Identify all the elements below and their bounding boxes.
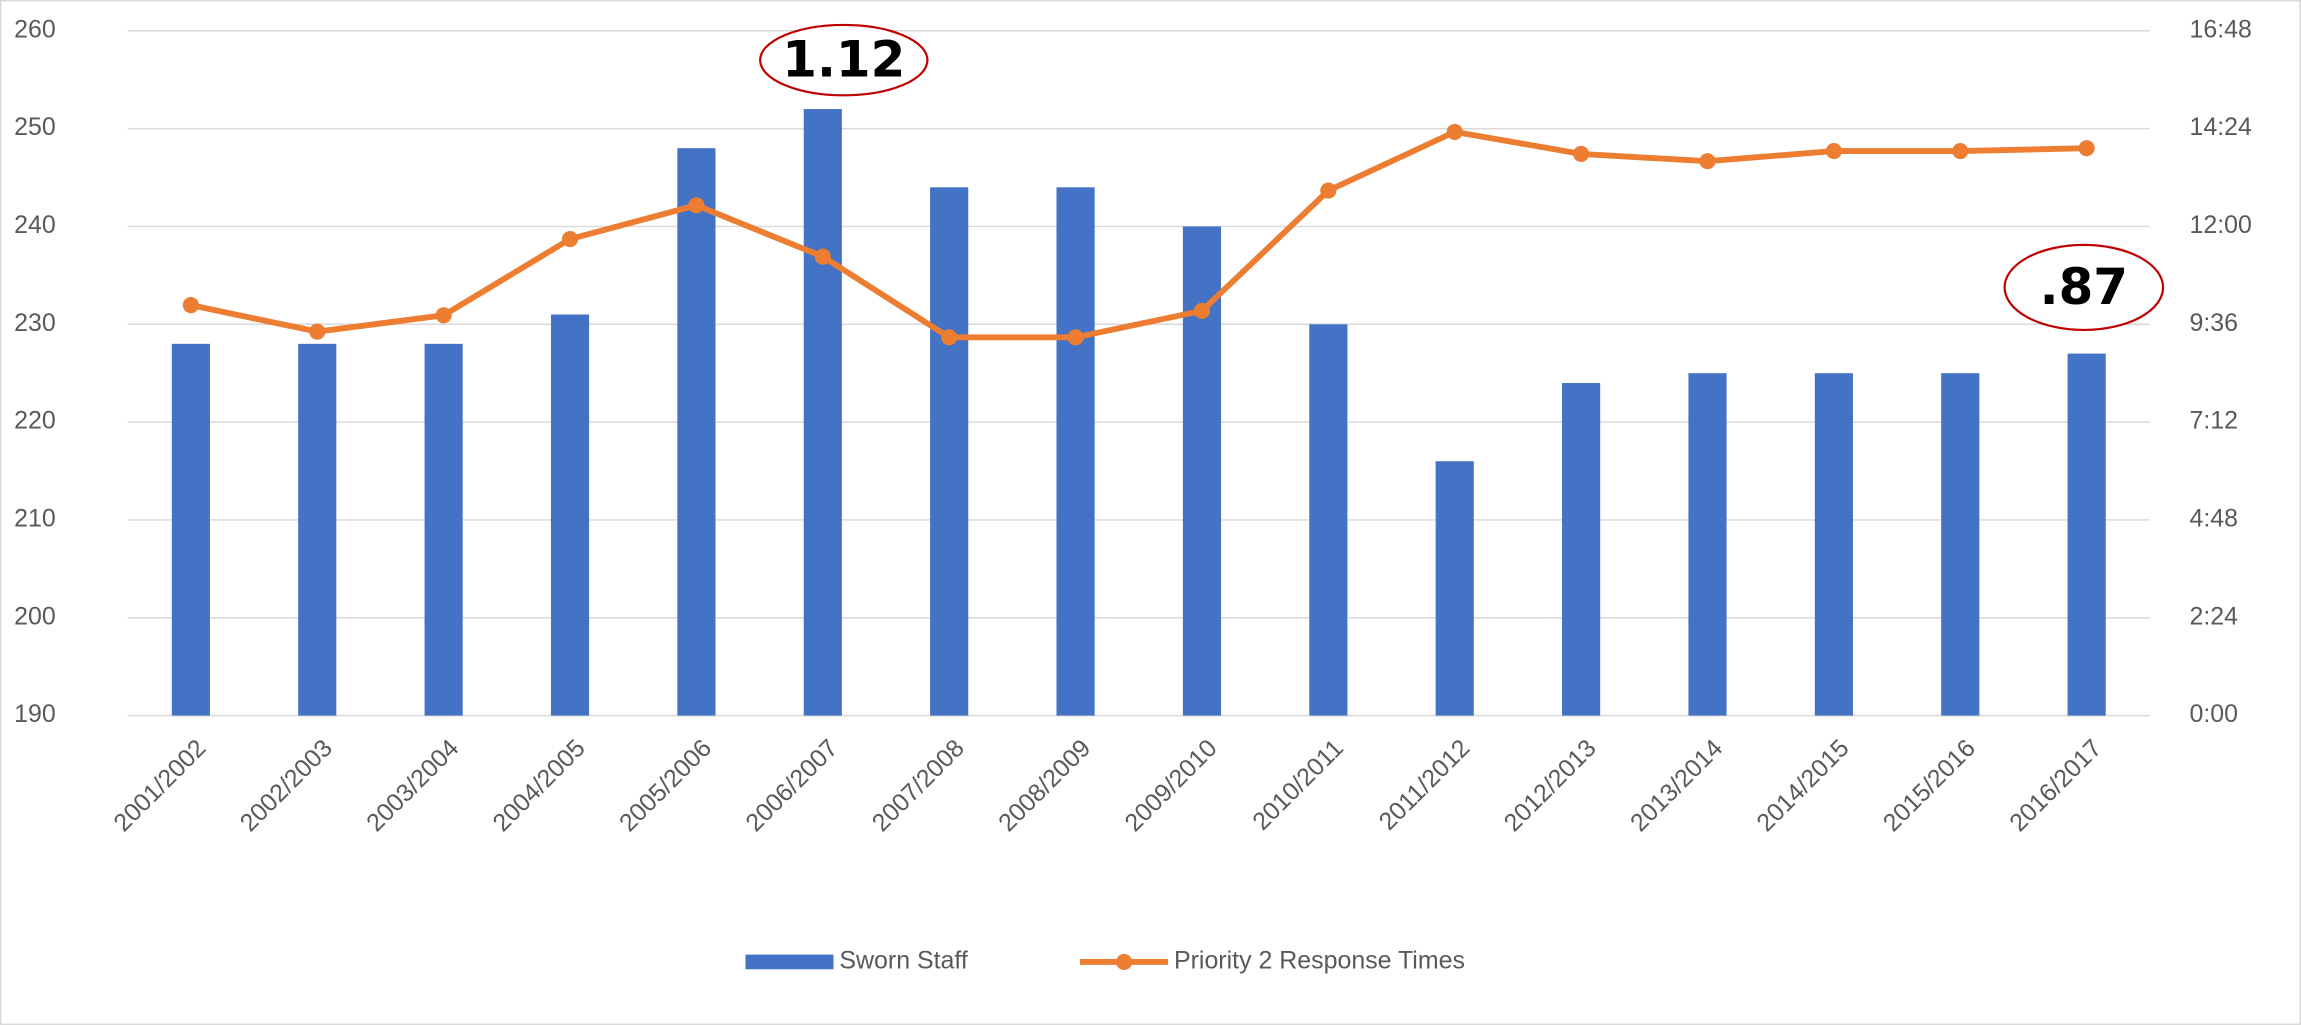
bar [1941,373,1980,716]
legend-label: Priority 2 Response Times [1174,947,1465,975]
line-marker [1699,153,1716,170]
bar [1435,461,1474,716]
y2-tick-label: 9:36 [2189,309,2238,337]
line-marker [435,307,452,324]
y-tick-label: 250 [14,113,56,141]
bar [677,148,716,716]
line-marker [2078,140,2095,157]
bar [1562,382,1601,716]
annotation-ellipse [2003,243,2165,332]
y-tick-label: 190 [14,700,56,728]
bar [298,343,337,716]
bar [930,187,969,716]
line-marker [814,248,831,265]
bar [1688,373,1727,716]
y2-tick-label: 2:24 [2189,602,2238,630]
y2-tick-label: 4:48 [2189,505,2238,533]
y-tick-label: 200 [14,602,56,630]
y2-tick-label: 7:12 [2189,407,2238,435]
bar [1814,373,1853,716]
y2-tick-label: 12:00 [2189,211,2251,239]
bar [550,314,590,716]
y-tick-label: 260 [14,15,56,43]
line-marker [182,297,199,314]
annotation: 1.12 [782,31,905,89]
y2-tick-label: 0:00 [2189,700,2238,728]
annotation-ellipse [759,23,929,97]
line-marker [561,231,579,248]
line-marker [1573,145,1590,162]
line-marker [1193,302,1211,319]
line-marker [309,323,326,340]
y-tick-label: 240 [14,211,56,239]
line-marker [688,197,705,214]
bar [1309,324,1348,716]
legend-swatch [1116,953,1133,971]
bar [171,343,210,716]
line [190,128,2087,341]
legend-swatch [745,954,834,970]
y2-tick-label: 14:24 [2189,113,2252,141]
legend-label: Sworn Staff [839,947,967,975]
line-marker [941,329,958,346]
line-marker [1320,182,1337,199]
line-marker [1446,123,1463,140]
bar [424,343,463,716]
bar [1056,187,1095,716]
y-tick-label: 210 [14,505,56,533]
y-tick-label: 220 [14,407,56,435]
line-marker [1067,329,1084,346]
y-tick-label: 230 [14,309,56,337]
bar [2067,353,2106,716]
bar [803,109,842,716]
line-marker [1825,142,1842,160]
line-marker [1952,142,1969,160]
y2-tick-label: 16:48 [2189,15,2251,43]
annotation: .87 [2040,258,2128,316]
